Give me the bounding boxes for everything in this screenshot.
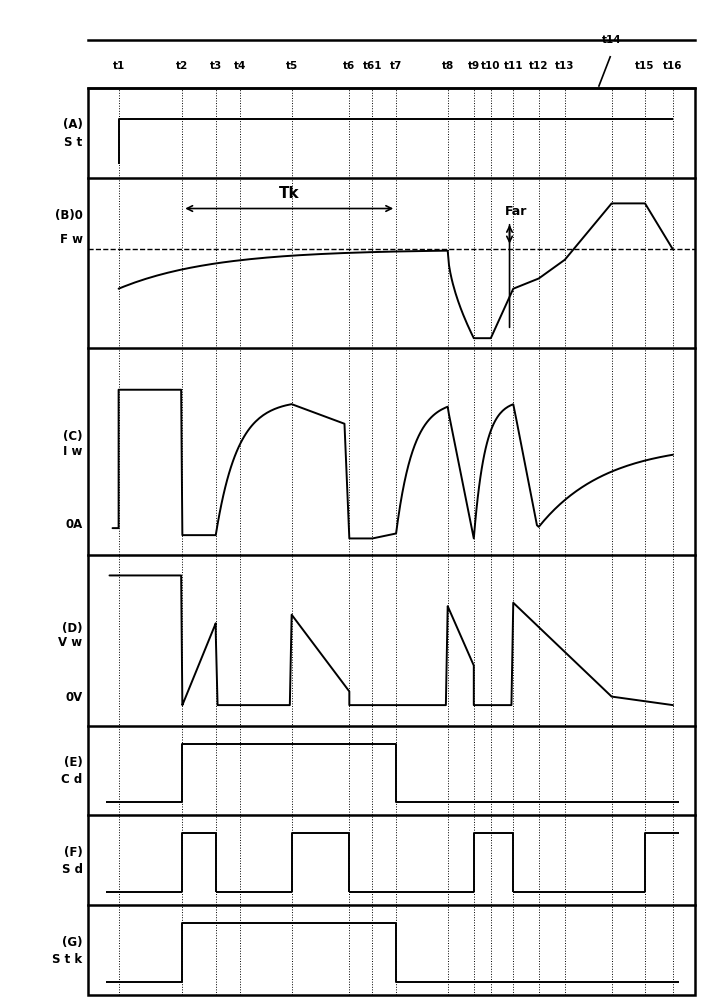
Text: t3: t3	[210, 61, 222, 71]
Text: (B)0: (B)0	[55, 209, 83, 222]
Text: t14: t14	[602, 35, 621, 45]
Text: Tk: Tk	[279, 186, 299, 201]
Text: t61: t61	[363, 61, 382, 71]
Text: S d: S d	[61, 863, 83, 876]
Text: I w: I w	[64, 445, 83, 458]
Text: 0A: 0A	[66, 518, 83, 531]
Text: t5: t5	[285, 61, 298, 71]
Text: (F): (F)	[64, 846, 83, 859]
Text: V w: V w	[59, 636, 83, 649]
Text: (E): (E)	[64, 756, 83, 769]
Text: t7: t7	[390, 61, 402, 71]
Text: t16: t16	[663, 61, 683, 71]
Text: t2: t2	[176, 61, 189, 71]
Text: t13: t13	[555, 61, 575, 71]
Text: t8: t8	[441, 61, 454, 71]
Text: S t: S t	[64, 136, 83, 149]
Text: (A): (A)	[63, 118, 83, 131]
Text: (G): (G)	[62, 936, 83, 949]
Text: S t k: S t k	[52, 953, 83, 966]
Text: t9: t9	[468, 61, 480, 71]
Text: (D): (D)	[62, 622, 83, 635]
Text: t6: t6	[343, 61, 355, 71]
Text: t15: t15	[635, 61, 654, 71]
Text: (C): (C)	[63, 430, 83, 443]
Bar	[88, 88, 695, 995]
Text: Far: Far	[505, 205, 527, 218]
Text: t11: t11	[503, 61, 523, 71]
Text: t1: t1	[112, 61, 125, 71]
Text: 0V: 0V	[66, 691, 83, 704]
Text: C d: C d	[61, 773, 83, 786]
Text: t12: t12	[529, 61, 549, 71]
Text: t10: t10	[481, 61, 501, 71]
Text: F w: F w	[59, 233, 83, 246]
Text: t4: t4	[234, 61, 246, 71]
